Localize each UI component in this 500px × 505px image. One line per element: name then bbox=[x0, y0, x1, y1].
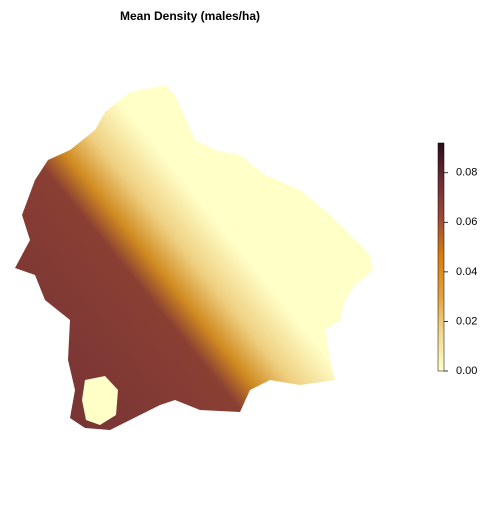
colorbar-tick-label: 0.04 bbox=[456, 266, 477, 278]
colorbar-tick-label: 0.00 bbox=[456, 365, 477, 377]
colorbar-tick-label: 0.06 bbox=[456, 216, 477, 228]
colorbar-tick-label: 0.08 bbox=[456, 167, 477, 179]
colorbar bbox=[437, 142, 445, 372]
region-raster bbox=[15, 85, 373, 430]
low-density-patch bbox=[82, 376, 118, 425]
colorbar-tick-label: 0.02 bbox=[456, 315, 477, 327]
map-title: Mean Density (males/ha) bbox=[120, 9, 260, 23]
